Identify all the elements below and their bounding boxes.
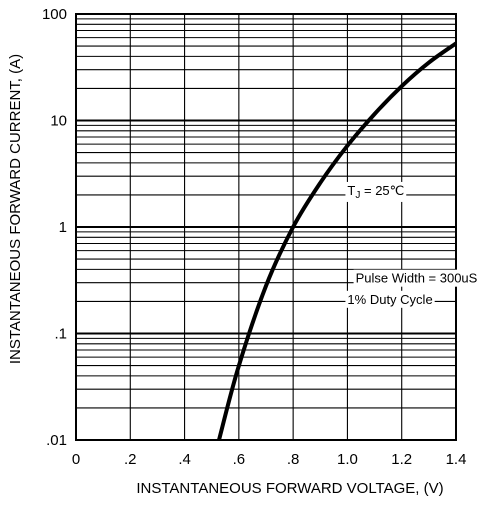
y-tick-label: 10 <box>50 113 67 130</box>
annotation-text: 1% Duty Cycle <box>347 292 432 307</box>
x-tick-label: 1.4 <box>446 451 467 468</box>
x-axis-title: INSTANTANEOUS FORWARD VOLTAGE, (V) <box>136 480 443 497</box>
annotation-pulse: Pulse Width = 300uS <box>353 269 480 287</box>
x-tick-label: 1.0 <box>337 451 358 468</box>
x-tick-label: .4 <box>178 451 191 468</box>
curve-layer <box>217 41 458 441</box>
annotation-tj: TJ = 25℃ <box>345 181 407 202</box>
annotation-background <box>353 269 480 287</box>
tick-labels: 0 .2 .4 .6 .8 1.0 1.2 1.4 .01 .1 1 10 100 <box>42 6 466 468</box>
y-tick-label: .01 <box>46 432 67 449</box>
plot-frame <box>75 13 457 441</box>
grid <box>75 14 457 441</box>
y-tick-label: 1 <box>59 219 67 236</box>
y-tick-label: 100 <box>42 6 67 23</box>
x-tick-label: 0 <box>72 451 80 468</box>
x-tick-label: .2 <box>124 451 137 468</box>
annotation-text: Pulse Width = 300uS <box>356 271 478 286</box>
annotation-background <box>345 181 407 202</box>
annotations: TJ = 25℃ Pulse Width = 300uS 1% Duty Cycle <box>345 181 480 308</box>
annotation-duty: 1% Duty Cycle <box>345 290 435 308</box>
y-axis-title: INSTANTANEOUS FORWARD CURRENT, (A) <box>7 54 24 364</box>
plot-border <box>75 13 457 441</box>
x-tick-label: .6 <box>233 451 246 468</box>
x-tick-label: 1.2 <box>391 451 412 468</box>
forward-current-curve <box>217 41 458 441</box>
annotation-background <box>345 290 435 308</box>
x-tick-label: .8 <box>287 451 300 468</box>
annotation-text: TJ = 25℃ <box>347 183 404 201</box>
y-tick-label: .1 <box>54 326 67 343</box>
